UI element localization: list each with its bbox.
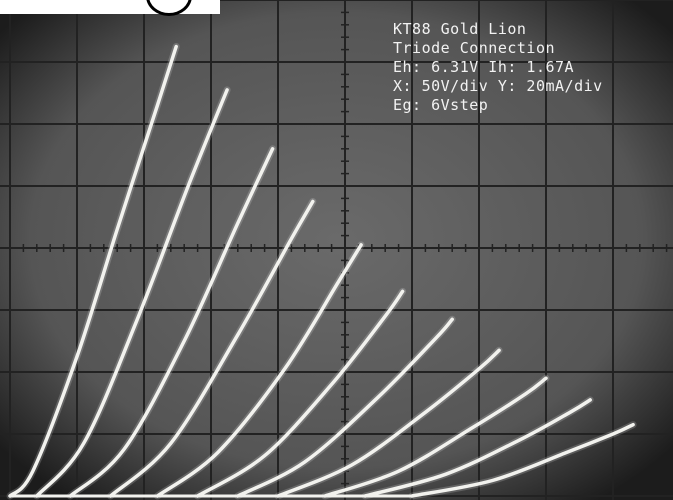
plate-curve-trace-1 xyxy=(8,44,178,498)
plate-curve-trace-7 xyxy=(236,317,454,498)
plate-curve-trace-10 xyxy=(363,398,592,498)
chart-title: KT88 Gold Lion xyxy=(393,20,527,38)
corner-glyph xyxy=(146,0,192,16)
chart-subtitle: Triode Connection xyxy=(393,39,556,57)
heater-readout: Eh: 6.31V Ih: 1.67A xyxy=(393,58,575,76)
grid-step-readout: Eg: 6Vstep xyxy=(393,96,489,114)
plate-curve-trace-2 xyxy=(35,88,229,498)
plate-curve-trace-9 xyxy=(323,376,548,498)
plate-curve-trace-3 xyxy=(68,147,275,498)
plate-curve-trace-5 xyxy=(155,243,363,498)
plate-curve-trace-6 xyxy=(195,289,405,498)
plate-curve-trace-4 xyxy=(108,199,315,498)
plate-curve-trace-11 xyxy=(410,422,635,498)
plate-curve-trace-8 xyxy=(276,348,501,498)
scale-readout: X: 50V/div Y: 20mA/div xyxy=(393,77,603,95)
corner-mark xyxy=(0,0,220,16)
trace-group xyxy=(6,43,637,500)
